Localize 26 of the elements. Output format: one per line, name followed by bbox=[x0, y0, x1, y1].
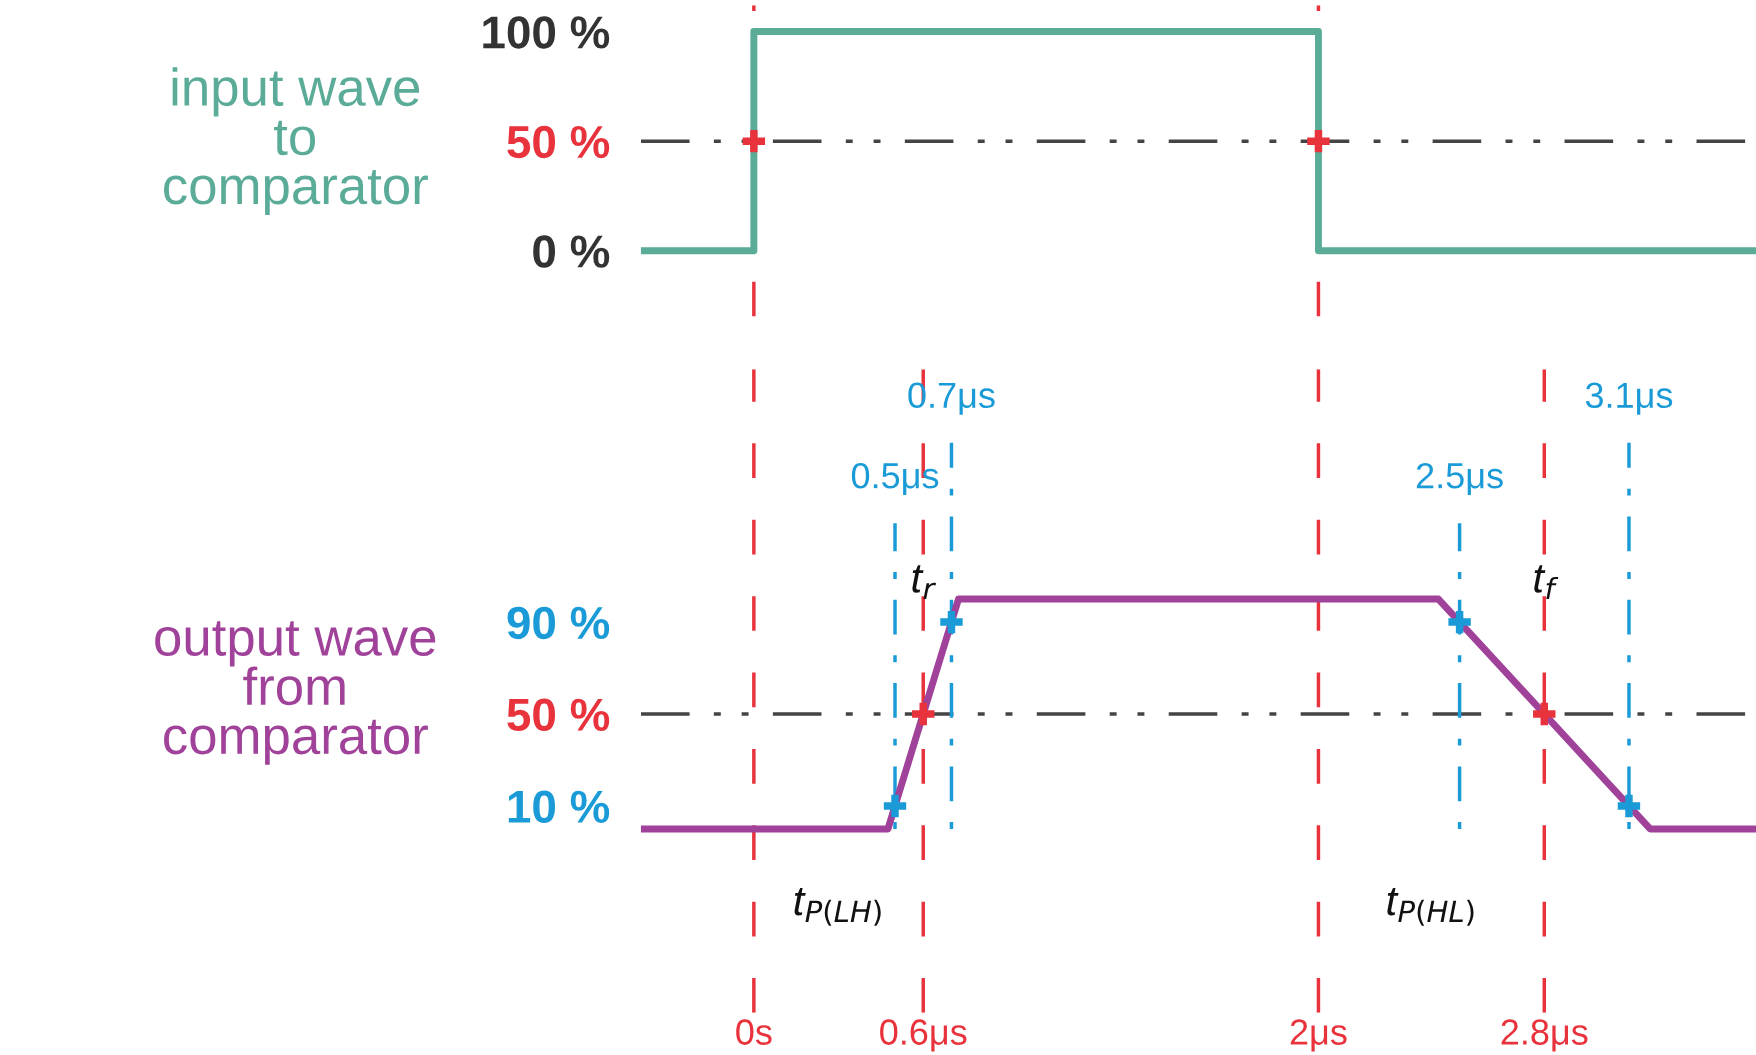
ref-line-label: 0.7μs bbox=[908, 382, 995, 415]
annotation: t$_{P(HL)}$ bbox=[1387, 888, 1474, 926]
point bbox=[1617, 794, 1641, 818]
annotation: t$_{f}$ bbox=[1534, 565, 1559, 600]
point bbox=[883, 794, 907, 818]
y-axis-title: output wave from comparator bbox=[155, 621, 436, 765]
y-axis-title: input wave to comparator bbox=[164, 67, 428, 215]
point bbox=[1533, 702, 1556, 726]
ref-line-label: 0.5μs bbox=[851, 462, 939, 496]
y-tick-label: 100 % bbox=[483, 16, 610, 49]
y-tick-label: 10 % bbox=[508, 790, 610, 823]
x-tick-label: 2.8μs bbox=[1501, 1019, 1588, 1052]
annotation: t$_{P(LH)}$ bbox=[794, 888, 881, 926]
point bbox=[1448, 610, 1471, 634]
x-tick-label: 0.6μs bbox=[880, 1019, 967, 1052]
y-tick-label: 90 % bbox=[507, 606, 610, 640]
y-tick-label: 50 % bbox=[507, 125, 610, 159]
annotation: t$_{r}$ bbox=[912, 565, 936, 600]
ref-line-label: 2.5μs bbox=[1416, 462, 1503, 496]
y-tick-label: 0 % bbox=[533, 235, 610, 268]
point bbox=[912, 702, 935, 726]
point bbox=[940, 610, 963, 634]
ref-line-label: 3.1μs bbox=[1585, 382, 1673, 415]
x-tick-label: 2μs bbox=[1290, 1019, 1347, 1052]
x-tick-label: 0s bbox=[736, 1019, 772, 1045]
y-tick-label: 50 % bbox=[507, 698, 610, 732]
